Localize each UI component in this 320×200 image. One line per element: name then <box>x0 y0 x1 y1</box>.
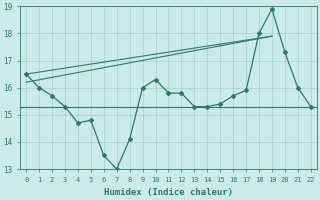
X-axis label: Humidex (Indice chaleur): Humidex (Indice chaleur) <box>104 188 233 197</box>
